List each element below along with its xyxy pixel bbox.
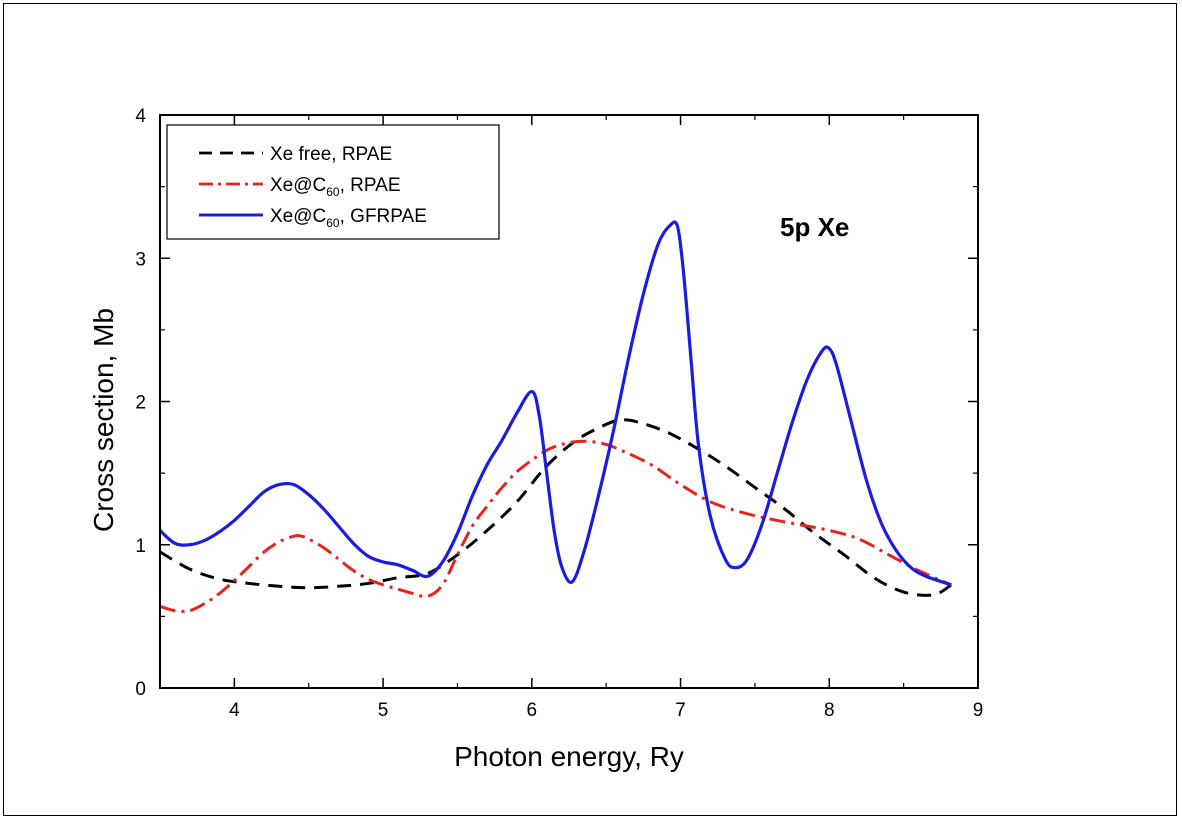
y-tick-label: 2	[135, 393, 146, 414]
legend-box	[166, 124, 500, 240]
series-line-0	[160, 418, 953, 597]
x-tick-label: 9	[973, 700, 984, 721]
figure-frame	[3, 3, 1177, 816]
y-tick-label: 0	[135, 679, 146, 700]
ticks-layer: 4 5 6 7 8 9 0 1 2 3 4	[135, 106, 983, 721]
y-tick-label: 4	[135, 106, 146, 127]
x-axis-title: Photon energy, Ry	[454, 741, 684, 772]
legend: Xe free, RPAE Xe@C60, RPAE Xe@C60, GFRPA…	[166, 124, 500, 240]
legend-label-xe-c60-gfrpae: Xe@C60, GFRPAE	[270, 206, 427, 230]
chart-annotation: 5p Xe	[780, 212, 849, 242]
series-line-2	[160, 220, 952, 587]
x-tick-label: 4	[229, 700, 240, 721]
y-tick-label: 1	[135, 536, 146, 557]
y-tick-label: 3	[135, 249, 146, 270]
x-tick-label: 8	[824, 700, 835, 721]
series-layer	[160, 220, 953, 613]
legend-label-xe-free: Xe free, RPAE	[270, 144, 392, 165]
x-tick-label: 5	[378, 700, 389, 721]
legend-label-xe-c60-rpae: Xe@C60, RPAE	[270, 175, 401, 199]
x-tick-label: 7	[675, 700, 686, 721]
series-line-1	[160, 439, 952, 613]
y-axis-title: Cross section, Mb	[88, 308, 119, 532]
x-tick-label: 6	[527, 700, 538, 721]
